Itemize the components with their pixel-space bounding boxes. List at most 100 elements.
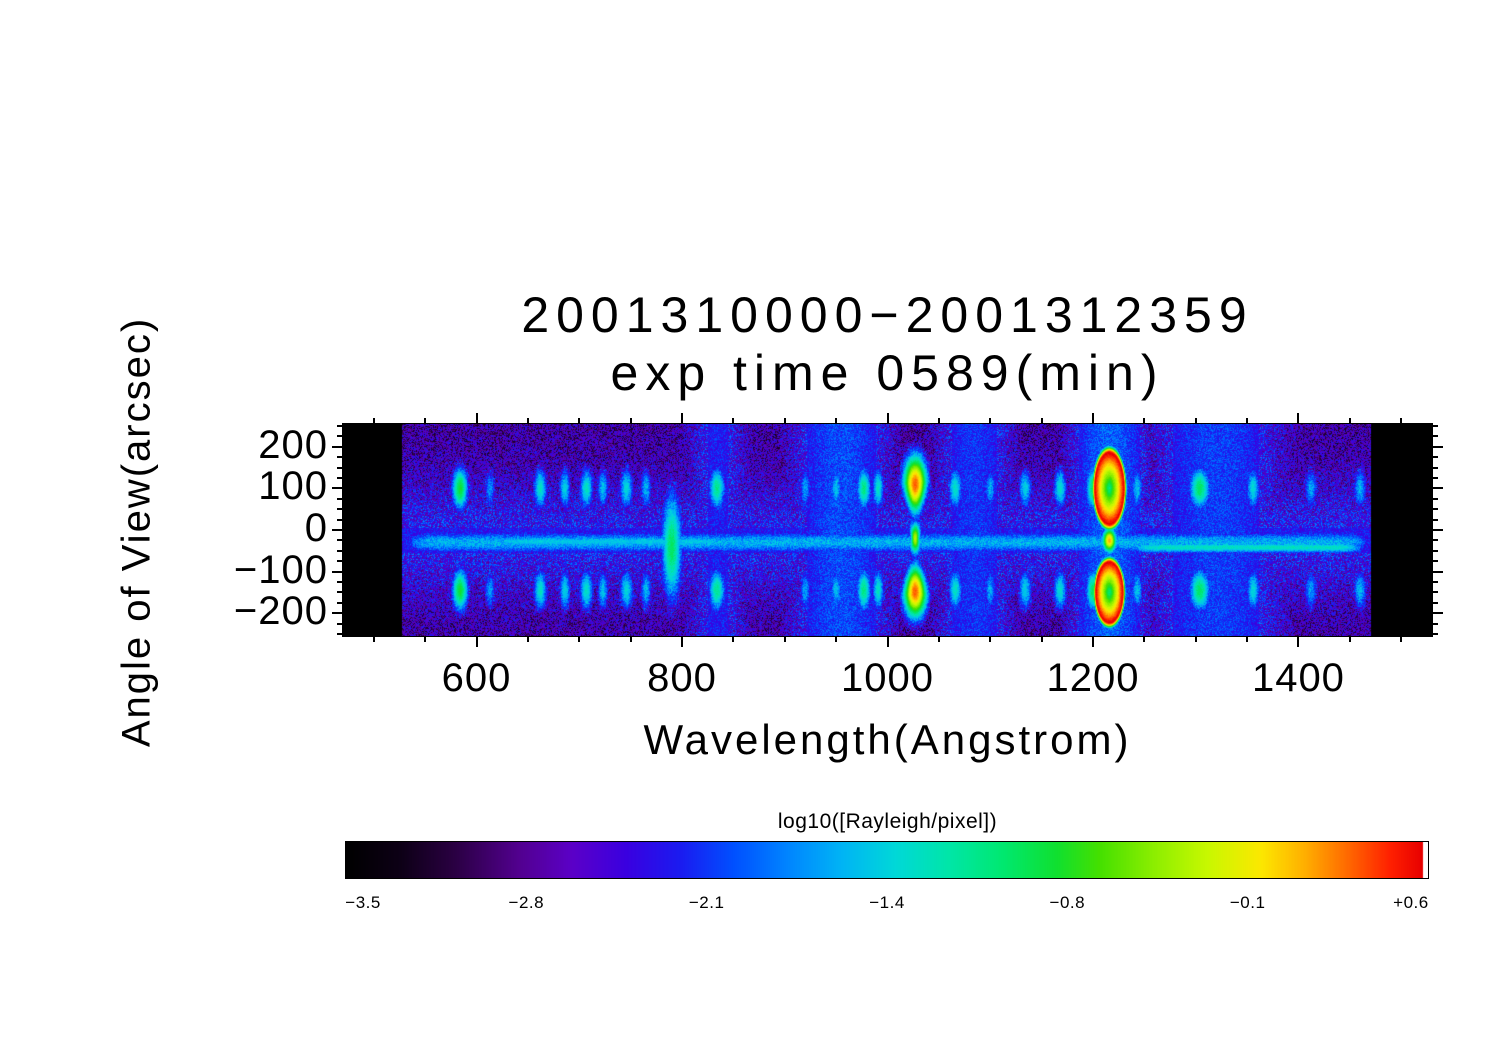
y-minor-tick — [1433, 539, 1438, 542]
colorbar-tick-label: −1.4 — [869, 893, 905, 912]
x-tick-label: 1200 — [1046, 656, 1140, 700]
y-tick-label: 200 — [258, 422, 328, 467]
x-minor-tick — [1194, 637, 1197, 642]
x-minor-tick — [424, 637, 427, 642]
x-minor-tick — [1400, 637, 1403, 642]
spectrogram-plot-area — [342, 423, 1433, 637]
y-minor-tick — [1433, 435, 1438, 438]
colorbar-tick-label: −3.5 — [345, 893, 381, 912]
y-major-tick — [1433, 529, 1443, 531]
y-minor-tick — [1433, 580, 1438, 583]
y-minor-tick — [337, 425, 342, 428]
x-minor-tick — [1040, 637, 1043, 642]
y-minor-tick — [337, 591, 342, 594]
x-tick-label: 1400 — [1251, 656, 1345, 700]
y-minor-tick — [337, 456, 342, 459]
x-minor-tick — [732, 418, 735, 423]
y-major-tick — [332, 570, 342, 573]
y-minor-tick — [1433, 622, 1438, 625]
y-minor-tick — [337, 549, 342, 552]
x-minor-tick — [1194, 418, 1197, 423]
y-minor-tick — [337, 508, 342, 511]
x-minor-tick — [372, 637, 375, 642]
x-axis-label: Wavelength(Angstrom) — [643, 716, 1132, 763]
y-tick-label: 0 — [304, 506, 328, 550]
colorbar-tick-label: −2.1 — [688, 893, 725, 912]
y-minor-tick — [337, 539, 342, 542]
y-minor-tick — [1433, 591, 1438, 594]
y-major-tick — [332, 445, 342, 448]
colorbar-tick-label: −0.1 — [1229, 893, 1266, 912]
y-axis-label: Angle of View(arcsec) — [114, 316, 159, 748]
x-minor-tick — [835, 418, 838, 423]
y-major-tick — [332, 487, 342, 490]
x-minor-tick — [372, 418, 375, 423]
colorbar-tick-label: −0.8 — [1049, 893, 1086, 912]
x-minor-tick — [1246, 418, 1249, 423]
colorbar-tick-label: +0.6 — [1393, 893, 1429, 912]
y-tick-label: −200 — [233, 589, 328, 634]
figure-title: 2001310000−2001312359 exp time 0589(min) — [343, 286, 1432, 402]
x-minor-tick — [526, 418, 529, 423]
x-minor-tick — [1400, 418, 1403, 423]
x-minor-tick — [937, 637, 940, 642]
x-minor-tick — [937, 418, 940, 423]
colorbar-tick-label: −2.8 — [508, 893, 545, 912]
x-major-tick — [1297, 413, 1300, 423]
y-minor-tick — [337, 632, 342, 635]
y-minor-tick — [337, 622, 342, 625]
y-tick-label: −100 — [233, 547, 328, 592]
x-minor-tick — [629, 418, 632, 423]
title-date-range: 2001310000−2001312359 — [521, 287, 1254, 343]
x-minor-tick — [783, 637, 786, 642]
y-minor-tick — [337, 580, 342, 583]
x-minor-tick — [1348, 637, 1351, 642]
y-minor-tick — [1433, 425, 1438, 428]
x-major-tick — [681, 413, 684, 423]
x-minor-tick — [1040, 418, 1043, 423]
x-tick-label: 1000 — [841, 656, 934, 700]
y-minor-tick — [337, 518, 342, 521]
colorbar-label: log10([Rayleigh/pixel]) — [777, 810, 998, 833]
colorbar — [345, 841, 1429, 879]
y-minor-tick — [1433, 549, 1438, 552]
x-tick-label: 600 — [441, 656, 512, 700]
y-minor-tick — [1433, 477, 1438, 480]
x-minor-tick — [1143, 418, 1146, 423]
x-major-tick — [1091, 413, 1094, 423]
y-minor-tick — [1433, 518, 1438, 521]
x-minor-tick — [989, 637, 992, 642]
y-minor-tick — [1433, 560, 1438, 563]
x-minor-tick — [578, 418, 581, 423]
y-major-tick — [1433, 570, 1443, 573]
y-minor-tick — [337, 497, 342, 500]
y-minor-tick — [1433, 508, 1438, 511]
title-exposure-time: exp time 0589(min) — [610, 345, 1165, 401]
x-minor-tick — [1246, 637, 1249, 642]
x-major-tick — [681, 637, 684, 647]
x-major-tick — [1297, 637, 1300, 647]
y-minor-tick — [1433, 456, 1438, 459]
x-tick-label: 800 — [647, 656, 717, 700]
y-minor-tick — [337, 466, 342, 469]
x-minor-tick — [526, 637, 529, 642]
colorbar-canvas — [346, 842, 1428, 878]
spectrogram-heatmap-canvas — [343, 424, 1432, 636]
y-minor-tick — [337, 560, 342, 563]
y-major-tick — [1433, 487, 1443, 490]
x-major-tick — [886, 637, 889, 647]
x-minor-tick — [629, 637, 632, 642]
x-minor-tick — [732, 637, 735, 642]
x-major-tick — [475, 637, 478, 647]
x-minor-tick — [1348, 418, 1351, 423]
y-major-tick — [332, 612, 342, 615]
x-major-tick — [1091, 637, 1094, 647]
y-minor-tick — [337, 435, 342, 438]
y-minor-tick — [1433, 601, 1438, 604]
x-major-tick — [475, 413, 478, 423]
x-minor-tick — [578, 637, 581, 642]
y-minor-tick — [1433, 632, 1438, 635]
y-minor-tick — [1433, 466, 1438, 469]
x-minor-tick — [783, 418, 786, 423]
y-minor-tick — [337, 601, 342, 604]
